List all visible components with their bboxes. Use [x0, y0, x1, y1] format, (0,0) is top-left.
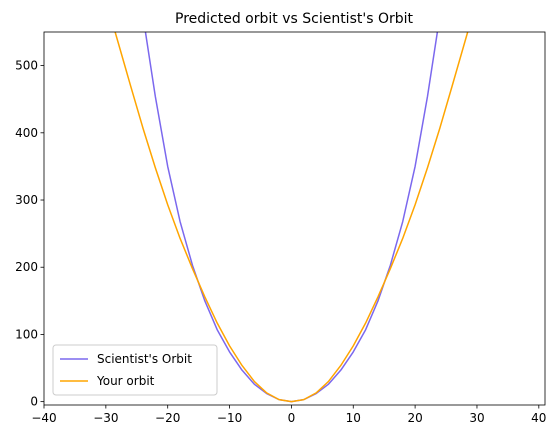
x-tick-label: 0: [288, 411, 296, 425]
x-tick-label: −40: [31, 411, 56, 425]
x-tick-label: 30: [469, 411, 484, 425]
y-tick-label: 100: [15, 327, 38, 341]
x-tick-label: −10: [217, 411, 242, 425]
legend: Scientist's Orbit Your orbit: [52, 344, 218, 396]
x-tick-label: 10: [346, 411, 361, 425]
chart-title: Predicted orbit vs Scientist's Orbit: [175, 11, 414, 27]
legend-frame: [52, 344, 218, 396]
y-tick-label: 0: [30, 395, 38, 409]
legend-label-scientists-orbit: Scientist's Orbit: [97, 352, 192, 366]
y-tick-label: 400: [15, 126, 38, 140]
x-tick-label: −30: [93, 411, 118, 425]
series-layer: [114, 32, 469, 403]
series-line-your-orbit: [114, 32, 469, 403]
legend-label-your-orbit: Your orbit: [96, 374, 155, 388]
y-tick-label: 200: [15, 260, 38, 274]
plot-frame: [43, 31, 546, 406]
x-tick-label: −20: [155, 411, 180, 425]
y-tick-label: 300: [15, 193, 38, 207]
y-tick-label: 500: [15, 59, 38, 73]
x-tick-label: 40: [531, 411, 546, 425]
x-tick-label: 20: [407, 411, 422, 425]
